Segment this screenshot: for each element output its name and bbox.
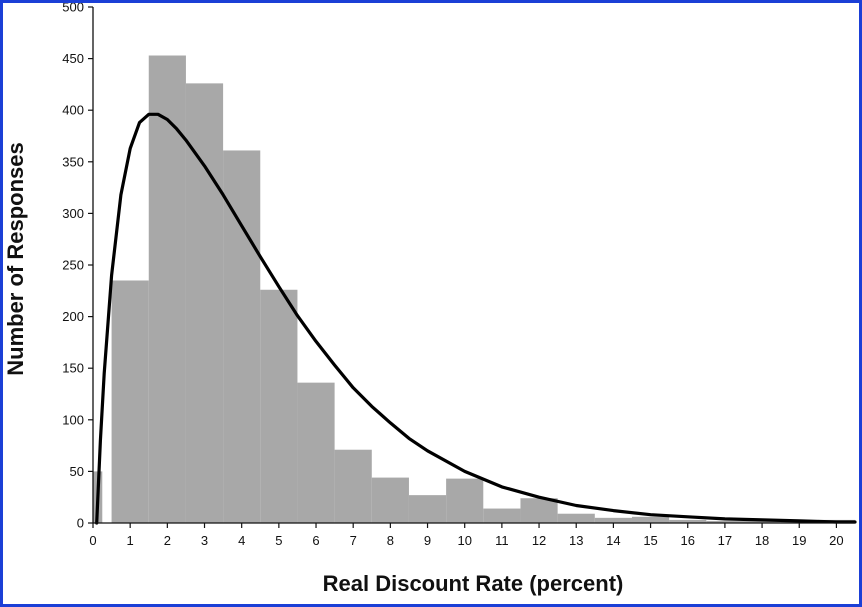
x-tick-label: 8 (387, 533, 394, 548)
x-tick-label: 6 (312, 533, 319, 548)
histogram-bar (557, 513, 595, 523)
histogram-bar (408, 495, 447, 523)
y-tick-label: 0 (77, 516, 84, 531)
x-tick-label: 5 (275, 533, 282, 548)
x-tick-label: 17 (718, 533, 732, 548)
x-tick-label: 19 (792, 533, 806, 548)
histogram-bar (185, 83, 224, 524)
histogram-bar (743, 520, 781, 523)
x-axis-title: Real Discount Rate (percent) (323, 571, 624, 596)
histogram-bar (706, 520, 744, 523)
x-tick-label: 1 (127, 533, 134, 548)
y-tick-label: 50 (70, 464, 84, 479)
histogram-bar (631, 516, 670, 523)
y-tick-label: 500 (62, 3, 84, 15)
y-tick-label: 100 (62, 412, 84, 427)
histogram-bar (111, 280, 149, 523)
histogram-bar (223, 150, 261, 523)
histogram-bar (520, 498, 558, 523)
fit-curve-line (95, 112, 857, 525)
histogram-bar (446, 478, 484, 523)
y-tick-label: 400 (62, 103, 84, 118)
x-tick-label: 3 (201, 533, 208, 548)
bars-layer (93, 55, 855, 524)
x-tick-label: 12 (532, 533, 546, 548)
x-tick-label: 4 (238, 533, 245, 548)
x-tick-label: 14 (606, 533, 620, 548)
y-axis-title: Number of Responses (3, 142, 28, 376)
y-tick-label: 450 (62, 51, 84, 66)
histogram-bar (334, 449, 372, 523)
y-tick-label: 250 (62, 258, 84, 273)
axes-layer (88, 6, 855, 528)
histogram-bar (297, 382, 335, 523)
histogram-bar (148, 55, 186, 524)
histogram-chart: 0 1 2 3 4 5 6 7 8 9 10 11 12 13 14 15 16 17 18 19 20 0501001… (3, 3, 857, 596)
histogram-bar (594, 517, 632, 523)
x-tick-label: 0 (89, 533, 96, 548)
y-tick-label: 350 (62, 154, 84, 169)
x-tick-label: 15 (643, 533, 657, 548)
y-tick-label: 300 (62, 206, 84, 221)
histogram-bar (483, 508, 521, 523)
histogram-bar (371, 477, 409, 523)
x-tick-label: 16 (680, 533, 694, 548)
x-tick-label: 7 (350, 533, 357, 548)
x-tick-label: 9 (424, 533, 431, 548)
y-tick-labels: 0 50 100 150 200 250 300 350 400 450 500 (62, 3, 84, 531)
x-tick-label: 18 (755, 533, 769, 548)
histogram-bar (669, 519, 707, 523)
histogram-bar (260, 289, 298, 523)
y-tick-label: 200 (62, 309, 84, 324)
curve-layer (95, 112, 857, 525)
x-tick-label: 2 (164, 533, 171, 548)
x-tick-label: 20 (829, 533, 843, 548)
y-tick-label: 150 (62, 361, 84, 376)
x-tick-label: 11 (495, 533, 509, 548)
x-tick-labels: 0 1 2 3 4 5 6 7 8 9 10 11 12 13 14 15 16 17 18 19 20 (89, 533, 843, 548)
x-tick-label: 13 (569, 533, 583, 548)
x-tick-label: 10 (457, 533, 471, 548)
